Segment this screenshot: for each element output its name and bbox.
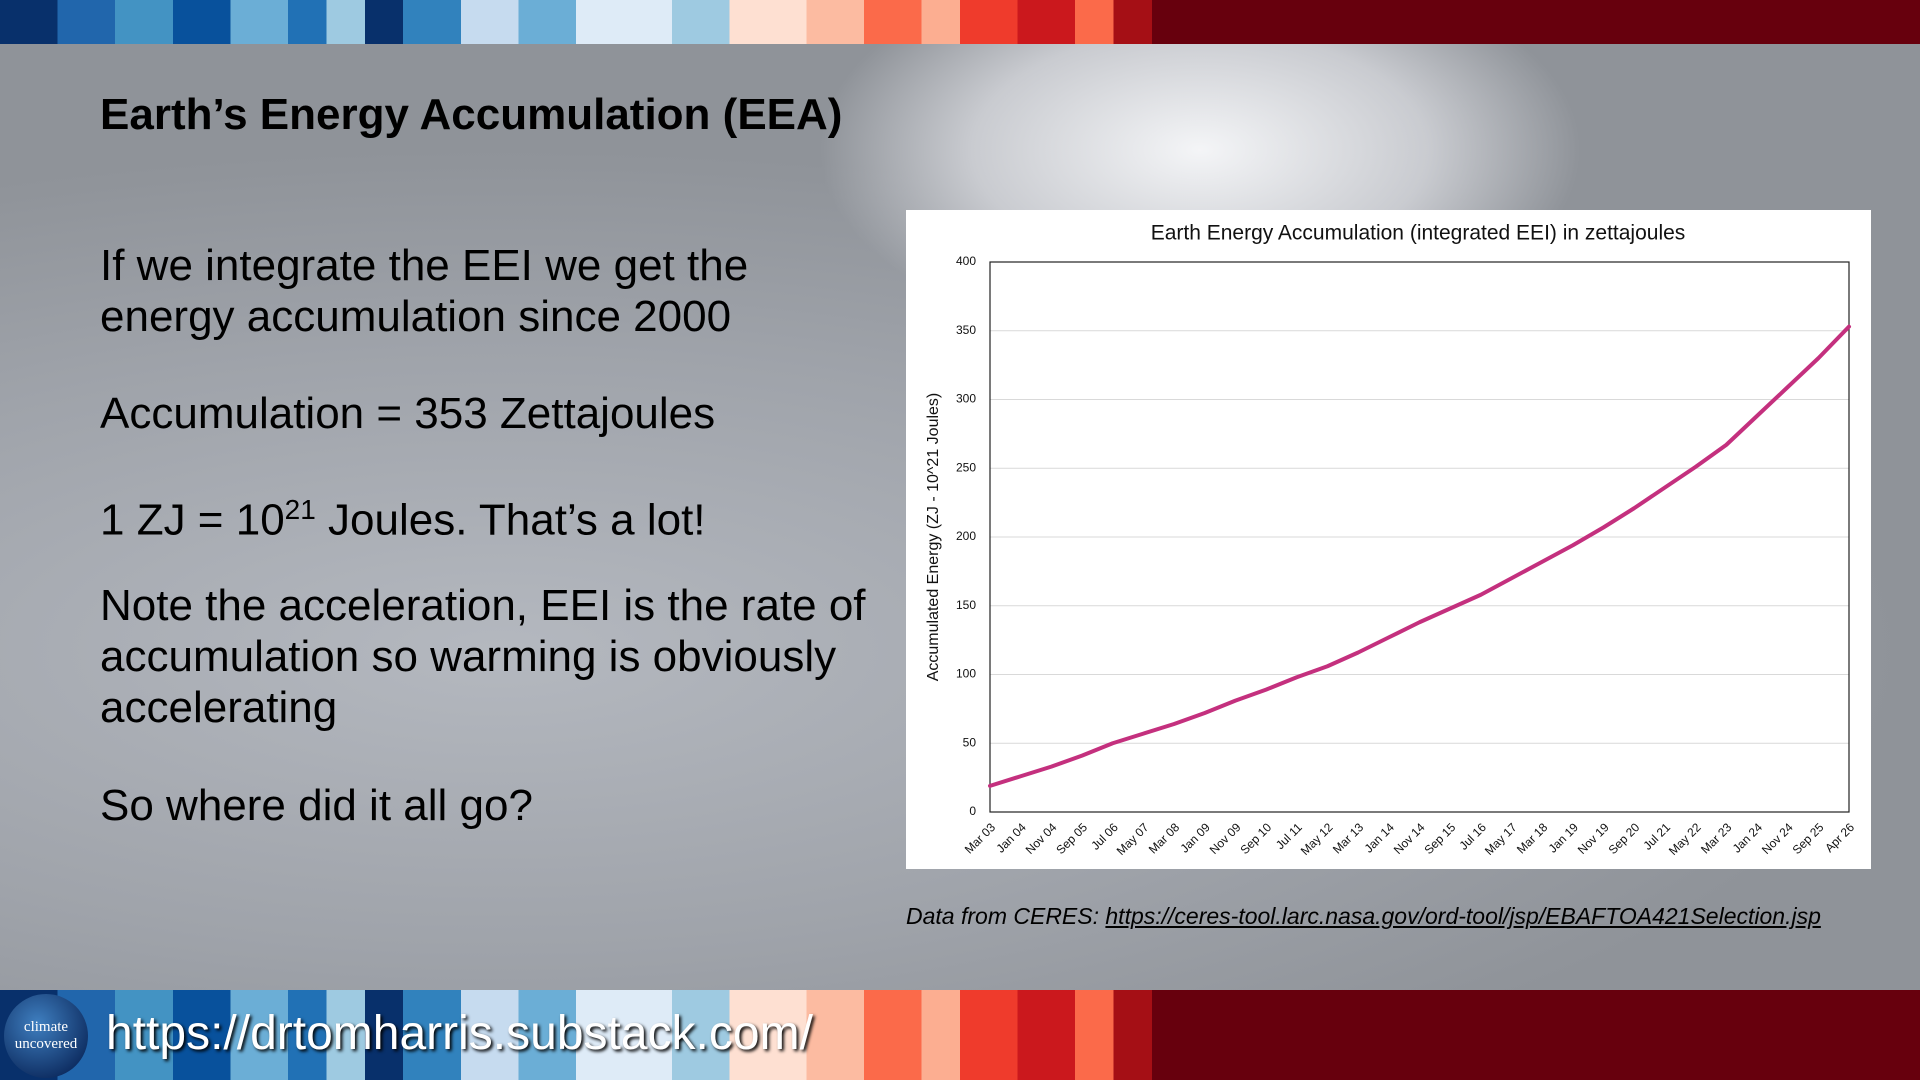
logo: climate uncovered (4, 994, 88, 1078)
y-tick-label: 50 (963, 735, 977, 749)
warming-stripes (0, 990, 1920, 1080)
paragraph: Accumulation = 353 Zettajoules (100, 389, 716, 438)
paragraph: If we integrate the EEI we get the energ… (100, 241, 749, 341)
y-axis-label: Accumulated Energy (ZJ - 10^21 Joules) (925, 393, 942, 682)
chart-title: Earth Energy Accumulation (integrated EE… (1151, 222, 1686, 245)
slide-title: Earth’s Energy Accumulation (EEA) (100, 90, 843, 139)
paragraph: 1 ZJ = 1021 Joules. That’s a lot! (100, 484, 870, 546)
line (988, 324, 1851, 788)
y-tick-label: 400 (956, 254, 976, 268)
y-tick-label: 300 (956, 392, 976, 406)
warming-stripes (0, 0, 1920, 44)
chart-background (906, 210, 1871, 869)
chart: Earth Energy Accumulation (integrated EE… (906, 210, 1871, 869)
y-tick-label: 0 (969, 804, 976, 818)
footer-url[interactable]: https://drtomharris.substack.com/ (106, 1007, 813, 1060)
logo-text: climate (23, 1019, 69, 1035)
source-link[interactable]: https://ceres-tool.larc.nasa.gov/ord-too… (1105, 903, 1821, 929)
y-tick-label: 200 (956, 529, 976, 543)
plot-frame (989, 261, 1850, 813)
paragraph: So where did it all go? (100, 781, 533, 830)
text: Joules. That’s a lot! (315, 495, 706, 545)
superscript: 21 (284, 494, 316, 525)
y-tick-label: 250 (956, 460, 976, 474)
source: Data from CERES: https://ceres-tool.larc… (906, 903, 1821, 930)
logo-text: uncovered (14, 1036, 78, 1052)
y-tick-label: 350 (956, 323, 976, 337)
y-tick-label: 150 (956, 598, 976, 612)
source-prefix: Data from CERES: (906, 903, 1106, 929)
text: 1 ZJ = 10 (100, 495, 285, 545)
y-tick-label: 100 (956, 667, 976, 681)
paragraph: Note the acceleration, EEI is the rate o… (100, 581, 866, 732)
